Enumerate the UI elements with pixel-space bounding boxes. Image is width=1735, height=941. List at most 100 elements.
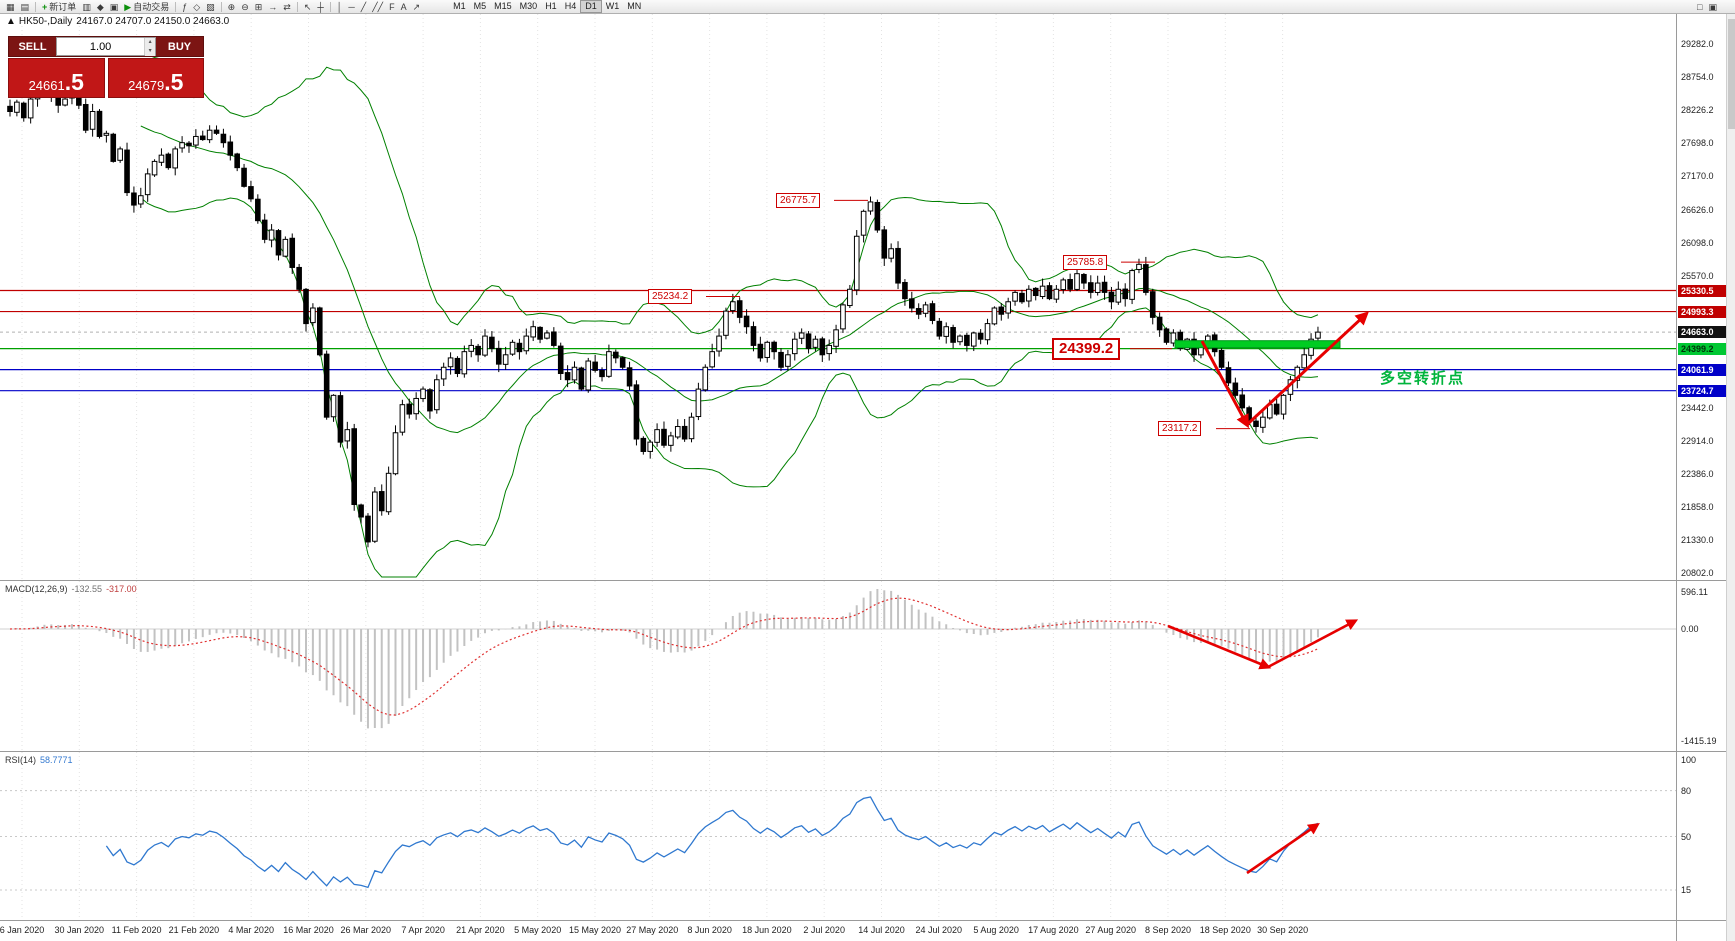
date-label: 11 Feb 2020 — [111, 925, 162, 935]
timeframe-H1[interactable]: H1 — [545, 1, 557, 11]
auto-trading-button[interactable]: ▶ 自动交易 — [124, 1, 170, 12]
timeframe-D1[interactable]: D1 — [580, 0, 602, 13]
collapse-arrow-icon[interactable]: ▲ — [6, 16, 16, 27]
volume-field: ▴ ▾ — [56, 37, 156, 56]
text-icon[interactable]: A — [400, 1, 407, 12]
date-label: 4 Mar 2020 — [228, 925, 274, 935]
macd-value-main: -132.55 — [71, 584, 103, 594]
channel-icon[interactable]: ╱╱ — [372, 1, 384, 12]
timeframe-MN[interactable]: MN — [627, 1, 642, 11]
current-price-tag: 24663.0 — [1678, 326, 1728, 339]
sell-price-main: 24661 — [28, 78, 65, 93]
buy-price-button[interactable]: 24679 .5 — [107, 58, 204, 98]
price-level-tag: 23724.7 — [1678, 384, 1728, 397]
market-watch-icon[interactable]: ▥ — [82, 1, 91, 12]
timeframe-W1[interactable]: W1 — [605, 1, 620, 11]
horizontal-line-icon[interactable]: ─ — [348, 1, 355, 12]
volume-down-button[interactable]: ▾ — [145, 47, 155, 56]
rsi-axis-label: 100 — [1681, 755, 1697, 765]
toolbar-separator — [220, 1, 222, 12]
price-chart — [0, 14, 1676, 580]
rsi-label: RSI(14) — [5, 755, 37, 765]
date-label: 27 May 2020 — [626, 925, 679, 935]
trend-arrow — [1246, 823, 1320, 875]
date-label: 21 Feb 2020 — [168, 925, 220, 935]
new-order-button[interactable]: + 新订单 — [42, 1, 77, 12]
toolbar-separator — [35, 1, 37, 12]
templates-icon[interactable]: ▧ — [206, 1, 215, 12]
sell-price-button[interactable]: 24661 .5 — [8, 58, 105, 98]
rsi-axis-label: 80 — [1681, 785, 1692, 796]
volume-up-button[interactable]: ▴ — [145, 38, 155, 47]
bollinger-lower — [140, 197, 1319, 578]
price-callout[interactable]: 23117.2 — [1158, 421, 1202, 437]
profiles-icon[interactable]: ▤ — [20, 1, 30, 12]
date-label: 2 Jul 2020 — [803, 925, 845, 935]
macd-axis: 596.11 0.00 -1415.19 — [1676, 580, 1735, 751]
trend-arrow — [1200, 340, 1249, 429]
vertical-line-icon[interactable]: │ — [336, 1, 343, 12]
chart-shift-icon[interactable]: ⇄ — [283, 1, 291, 12]
tile-windows-icon[interactable]: ⊞ — [254, 1, 263, 12]
trend-arrows[interactable] — [706, 199, 1369, 430]
date-label: 17 Aug 2020 — [1028, 925, 1079, 935]
cursor-icon[interactable]: ↖ — [303, 1, 312, 12]
date-label: 18 Jun 2020 — [742, 925, 792, 935]
macd-panel: MACD(12,26,9) -132.55 -317.00 — [0, 580, 1676, 751]
buy-button[interactable]: BUY — [167, 40, 192, 53]
chart-header: ▲ HK50-,Daily 24167.0 24707.0 24150.0 2466… — [6, 16, 229, 27]
fibonacci-icon[interactable]: F — [389, 1, 395, 12]
date-label: 21 Apr 2020 — [456, 925, 505, 935]
new-window-icon[interactable]: □ — [1697, 1, 1703, 12]
navigator-icon[interactable]: ◆ — [96, 1, 104, 12]
window-arrange-icon[interactable]: ▣ — [1708, 1, 1717, 12]
timeframe-M5[interactable]: M5 — [473, 1, 487, 11]
periods-icon[interactable]: ◇ — [193, 1, 201, 12]
macd-axis-label: -1415.19 — [1681, 736, 1717, 746]
timeframe-H4[interactable]: H4 — [564, 1, 577, 11]
rsi-header: RSI(14) 58.7771 — [5, 755, 73, 765]
macd-header: MACD(12,26,9) -132.55 -317.00 — [5, 584, 137, 594]
date-label: 5 Aug 2020 — [973, 925, 1019, 935]
date-label: 27 Aug 2020 — [1085, 925, 1136, 935]
date-label: 16 Mar 2020 — [283, 925, 334, 935]
date-label: 7 Apr 2020 — [401, 925, 445, 935]
macd-signal-line — [9, 597, 1319, 716]
volume-input[interactable] — [57, 38, 145, 55]
timeframe-M30[interactable]: M30 — [519, 1, 538, 11]
toolbar-separator — [296, 1, 298, 12]
sell-button[interactable]: SELL — [18, 40, 47, 53]
chart-annotation-text[interactable]: 多空转折点 — [1380, 370, 1466, 388]
zoom-in-icon[interactable]: ⊕ — [227, 1, 236, 12]
macd-chart — [0, 581, 1676, 751]
trendline-icon[interactable]: ╱ — [360, 1, 367, 12]
price-level-tag: 24993.3 — [1678, 305, 1728, 318]
auto-scroll-icon[interactable]: → — [268, 1, 278, 12]
trend-arrow — [1245, 311, 1369, 426]
price-callout[interactable]: 24399.2 — [1052, 337, 1121, 360]
arrows-icon[interactable]: ↗ — [412, 1, 421, 12]
date-label: 8 Sep 2020 — [1144, 925, 1192, 935]
rsi-value: 58.7771 — [40, 755, 73, 765]
time-axis: 6 Jan 2020 30 Jan 2020 11 Feb 2020 21 Feb 2… — [0, 920, 1676, 941]
price-callout[interactable]: 25234.2 — [648, 289, 693, 304]
toolbar-separator — [329, 1, 331, 12]
price-callout[interactable]: 25785.8 — [1063, 254, 1108, 270]
date-label: 30 Jan 2020 — [54, 925, 105, 935]
one-click-trading-panel: SELL ▴ ▾ BUY 24661 .5 24679 .5 — [8, 36, 204, 98]
price-chart-panel: ▲ HK50-,Daily 24167.0 24707.0 24150.0 2466… — [0, 14, 1676, 580]
rsi-line — [105, 796, 1319, 889]
zoom-out-icon[interactable]: ⊖ — [241, 1, 249, 12]
timeframe-M1[interactable]: M1 — [453, 1, 466, 11]
scrollbar-thumb[interactable] — [1728, 19, 1735, 129]
terminal-icon[interactable]: ▣ — [109, 1, 119, 12]
price-callout[interactable]: 26775.7 — [776, 192, 821, 208]
crosshair-icon[interactable]: ┼ — [317, 1, 324, 12]
support-zone-line[interactable] — [1174, 340, 1341, 349]
scrollbar[interactable] — [1726, 14, 1735, 941]
bollinger-bands — [140, 53, 1319, 578]
timeframe-M15[interactable]: M15 — [494, 1, 512, 11]
new-chart-icon[interactable]: ▦ — [6, 1, 15, 12]
date-label: 24 Jul 2020 — [915, 925, 963, 935]
indicators-icon[interactable]: ƒ — [182, 1, 188, 12]
